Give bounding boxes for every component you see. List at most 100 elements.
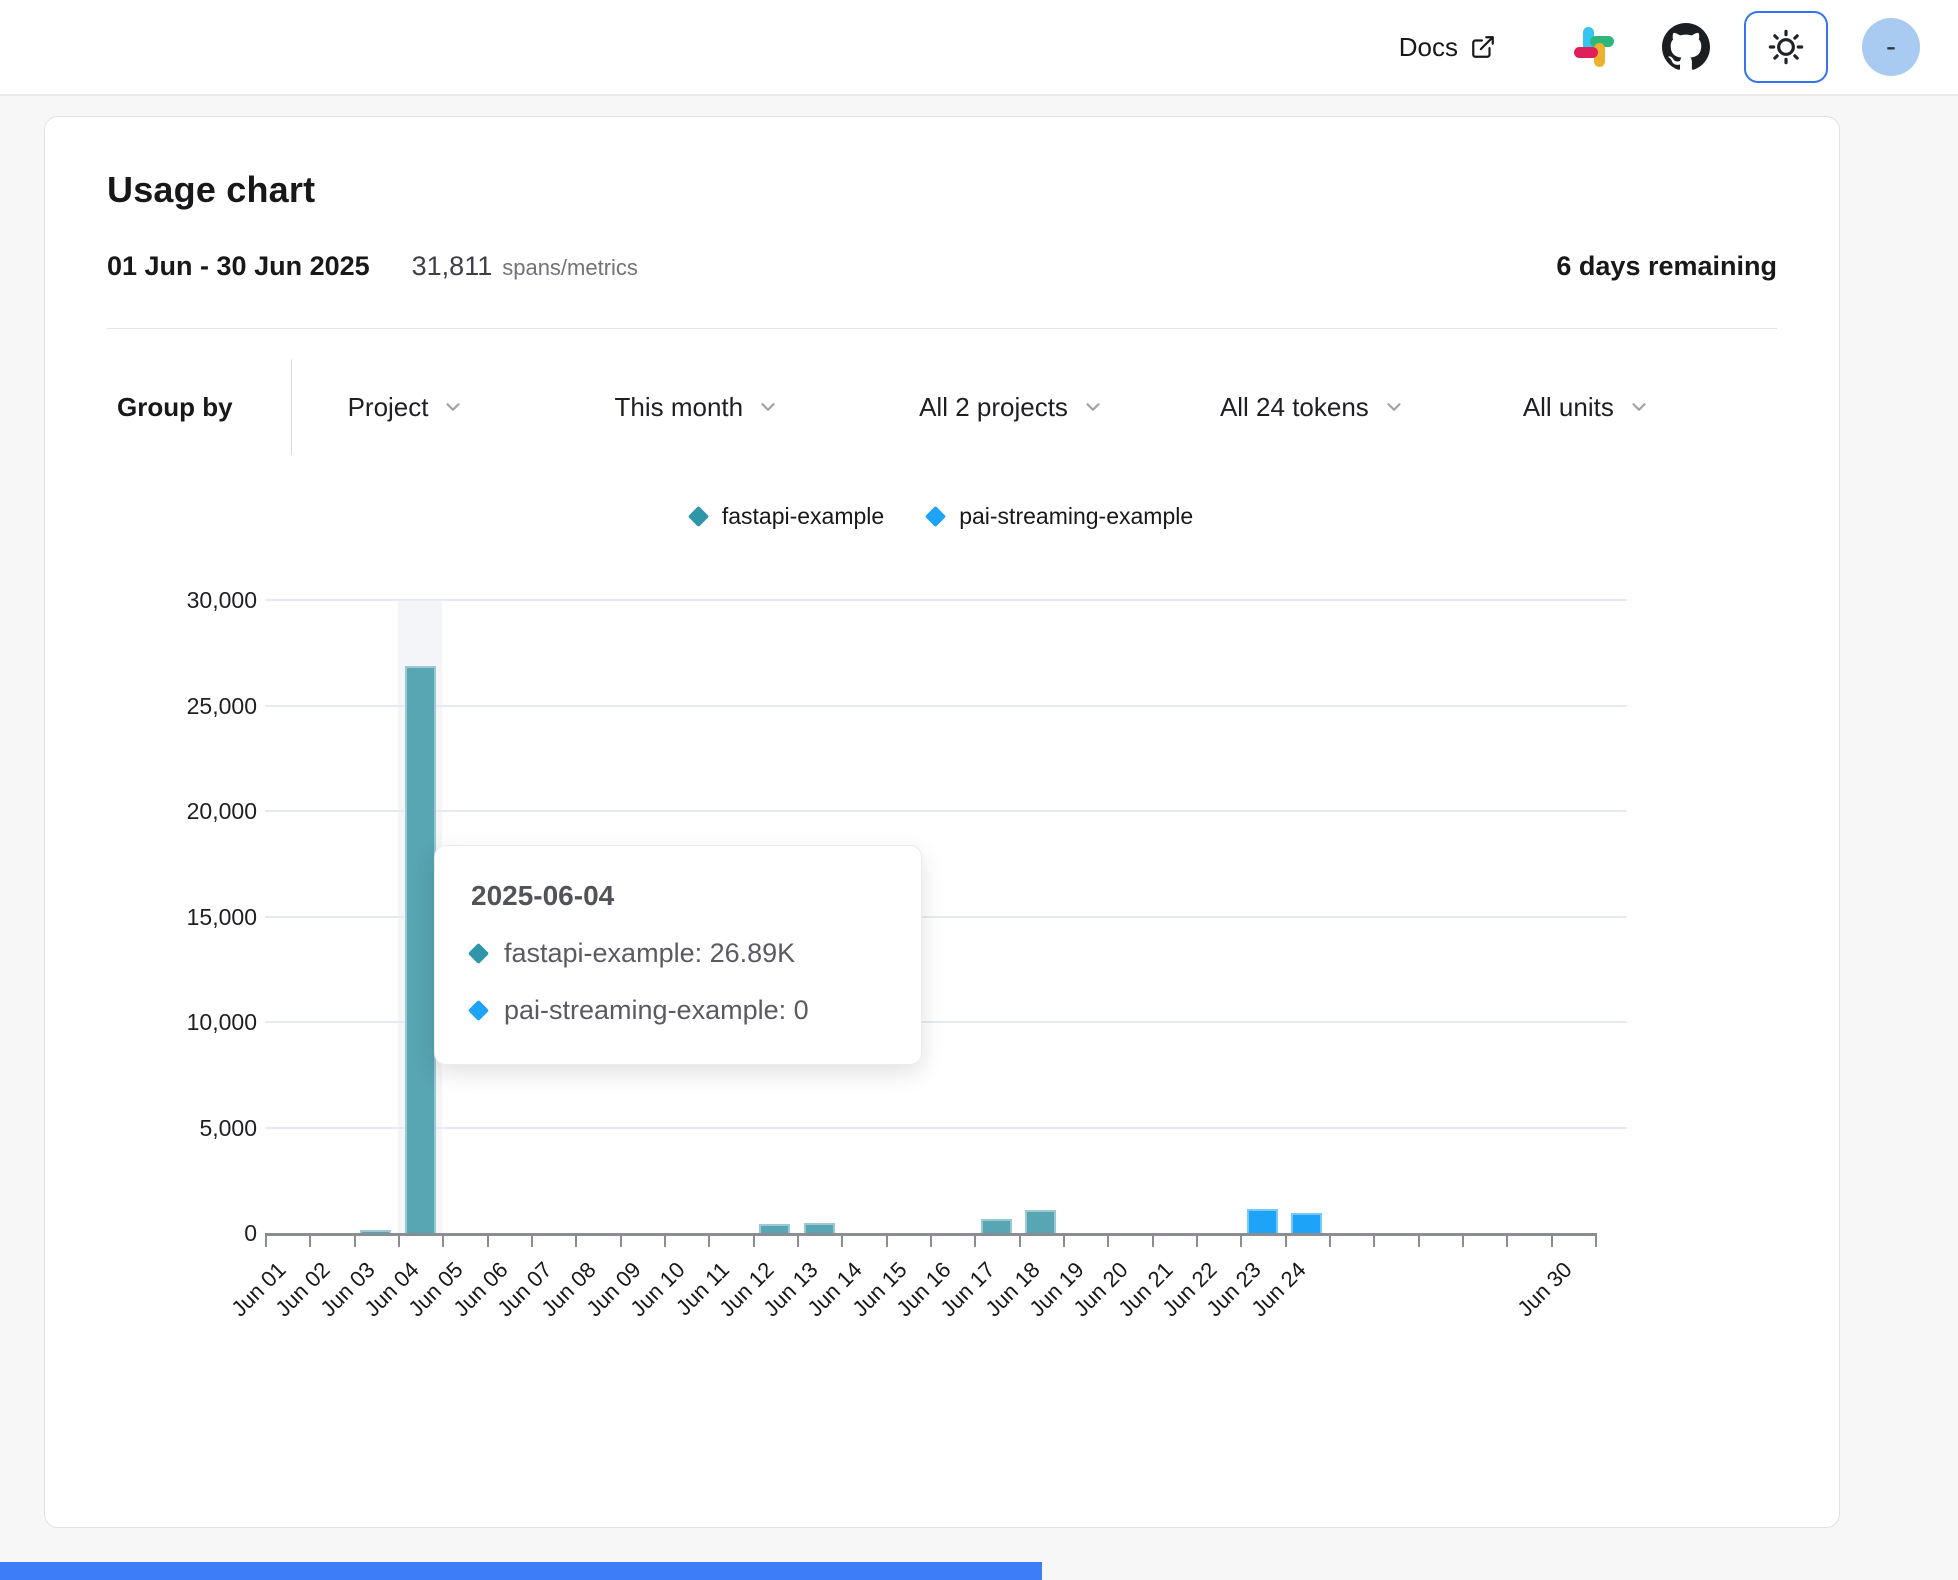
x-axis-tick: [841, 1233, 844, 1247]
y-axis-tick-label: 10,000: [186, 1009, 257, 1035]
period-value: This month: [614, 391, 744, 422]
x-axis-tick: [265, 1233, 267, 1247]
x-axis-tick: [1151, 1233, 1154, 1247]
x-axis-tick: [1462, 1233, 1464, 1247]
bottom-blue-bar: [0, 1562, 1042, 1580]
chevron-down-icon: [1086, 403, 1100, 411]
x-axis-tick: [442, 1233, 445, 1247]
y-axis-tick-label: 20,000: [186, 798, 257, 824]
bar-fastapi-example-jun-18[interactable]: [1025, 1210, 1057, 1233]
sun-theme-icon: [1768, 29, 1804, 65]
slack-red-pill: [1574, 47, 1598, 58]
x-axis-tick: [1550, 1233, 1553, 1247]
chart-tooltip: 2025-06-04 fastapi-example: 26.89K pai-st…: [434, 845, 922, 1065]
tooltip-diamond-icon: [467, 999, 490, 1022]
bar-fastapi-example-jun-12[interactable]: [759, 1224, 791, 1233]
tooltip-date: 2025-06-04: [471, 880, 615, 911]
bar-fastapi-example-jun-03[interactable]: [360, 1230, 392, 1233]
legend-diamond-icon: [925, 505, 947, 528]
slack-icon[interactable]: [1574, 27, 1614, 67]
x-axis-tick: [752, 1233, 755, 1247]
y-gridline: [265, 704, 1627, 707]
github-icon[interactable]: [1662, 23, 1710, 71]
x-axis-tick: [1240, 1233, 1243, 1247]
tooltip-diamond-icon: [467, 942, 490, 965]
y-axis-tick-label: 30,000: [186, 587, 257, 613]
bar-pai-streaming-example-jun-23[interactable]: [1247, 1209, 1278, 1233]
y-gridline: [265, 1021, 1627, 1023]
x-axis-tick: [1196, 1233, 1198, 1247]
billing-period: 01 Jun - 30 Jun 2025: [107, 251, 370, 281]
bar-fastapi-example-jun-17[interactable]: [981, 1219, 1012, 1233]
x-axis-tick: [1284, 1233, 1287, 1247]
x-axis-tick: [309, 1233, 312, 1247]
y-axis-tick-label: 5,000: [199, 1114, 257, 1141]
avatar-label: -: [1886, 30, 1896, 63]
x-axis-tick: [974, 1233, 977, 1247]
group-by-select[interactable]: Project: [348, 392, 465, 423]
header-divider: [107, 328, 1777, 329]
y-gridline: [265, 915, 1627, 918]
x-axis-tick: [708, 1233, 711, 1247]
projects-value: All 2 projects: [919, 391, 1068, 422]
tooltip-series-value: fastapi-example: 26.89K: [504, 938, 796, 968]
group-by-label: Group by: [117, 391, 233, 422]
tokens-select[interactable]: All 24 tokens: [1220, 392, 1405, 423]
chevron-down-icon: [1632, 403, 1646, 411]
y-gridline: [265, 1126, 1627, 1129]
usage-total: 31,811: [411, 251, 493, 281]
legend-diamond-icon: [687, 505, 709, 528]
projects-select[interactable]: All 2 projects: [919, 392, 1104, 423]
docs-link-label: Docs: [1398, 31, 1458, 62]
tokens-value: All 24 tokens: [1219, 391, 1369, 422]
docs-link[interactable]: Docs: [1399, 32, 1496, 63]
usage-total-unit: spans/metrics: [502, 255, 638, 280]
chevron-down-icon: [446, 403, 461, 411]
period-select[interactable]: This month: [614, 392, 779, 423]
x-axis-tick: [1373, 1233, 1376, 1247]
usage-meta-row: 01 Jun - 30 Jun 2025 31,811 spans/metric…: [107, 251, 1777, 282]
x-axis-tick: [885, 1233, 888, 1247]
units-select[interactable]: All units: [1523, 392, 1650, 423]
chevron-down-icon: [1387, 403, 1401, 411]
y-gridline: [265, 599, 1627, 601]
x-axis-tick: [575, 1233, 578, 1247]
slack-yellow-pill: [1594, 43, 1605, 67]
theme-toggle-button[interactable]: [1744, 11, 1828, 83]
group-by-value: Project: [347, 391, 429, 422]
x-axis-tick-label: Jun 30: [1511, 1257, 1577, 1322]
y-axis-tick-label: 0: [244, 1220, 257, 1246]
x-axis-tick: [619, 1233, 622, 1247]
tooltip-row-pai-streaming-example: pai-streaming-example: 0: [467, 995, 885, 1026]
legend-label: pai-streaming-example: [959, 503, 1194, 529]
avatar[interactable]: -: [1862, 18, 1920, 76]
x-axis-tick: [531, 1233, 533, 1247]
bar-fastapi-example-jun-04[interactable]: [404, 666, 436, 1233]
y-axis-tick-label: 25,000: [186, 692, 257, 719]
x-axis-tick: [930, 1233, 932, 1247]
github-octocat-glyph: [1662, 23, 1710, 70]
y-axis-tick-label: 15,000: [186, 903, 257, 930]
tooltip-series-value: pai-streaming-example: 0: [504, 995, 809, 1025]
usage-bar-chart: fastapi-example pai-streaming-example 0 5,…: [45, 455, 1839, 1455]
x-axis-tick: [398, 1233, 400, 1247]
chevron-down-icon: [761, 403, 775, 411]
filter-divider: [290, 359, 292, 455]
top-navigation-bar: Docs -: [0, 0, 1958, 96]
x-axis-tick: [797, 1233, 799, 1247]
legend-item-fastapi-example[interactable]: fastapi-example: [687, 503, 885, 530]
bar-pai-streaming-example-jun-24[interactable]: [1291, 1213, 1323, 1233]
units-value: All units: [1522, 391, 1614, 422]
bar-fastapi-example-jun-13[interactable]: [803, 1223, 835, 1233]
legend-label: fastapi-example: [721, 503, 885, 529]
x-axis-tick: [353, 1233, 356, 1247]
legend-item-pai-streaming-example[interactable]: pai-streaming-example: [925, 503, 1194, 530]
days-remaining: 6 days remaining: [1556, 251, 1777, 281]
chart-legend: fastapi-example pai-streaming-example: [45, 503, 1839, 530]
usage-chart-card: Usage chart 01 Jun - 30 Jun 2025 31,811 …: [44, 116, 1840, 1528]
slack-green-pill: [1590, 36, 1614, 47]
x-axis-tick: [1018, 1233, 1021, 1247]
x-axis-tick: [1417, 1233, 1420, 1247]
slack-blue-pill: [1583, 27, 1594, 51]
page-title: Usage chart: [107, 169, 316, 210]
